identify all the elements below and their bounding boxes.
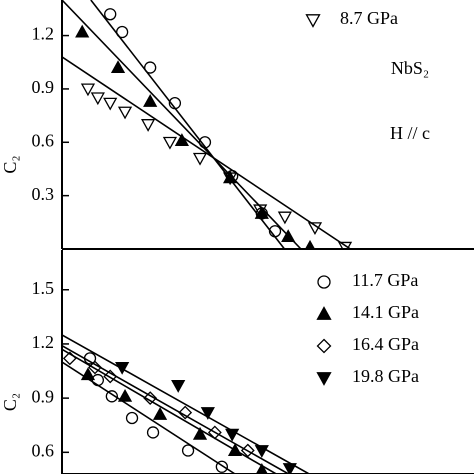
marker bbox=[200, 407, 215, 420]
marker bbox=[317, 275, 331, 289]
marker bbox=[316, 372, 332, 386]
marker bbox=[277, 211, 292, 225]
y-tick-label: 0.6 bbox=[32, 440, 55, 460]
legend-label: 14.1 GPa bbox=[352, 302, 419, 322]
marker bbox=[143, 94, 158, 107]
marker bbox=[316, 338, 332, 354]
y-tick-label: 0.9 bbox=[32, 386, 55, 406]
plot-area bbox=[62, 0, 353, 249]
marker bbox=[253, 204, 268, 218]
marker bbox=[144, 61, 157, 74]
marker bbox=[227, 443, 243, 456]
marker bbox=[307, 222, 323, 235]
fit-line bbox=[62, 361, 236, 474]
marker bbox=[90, 92, 105, 106]
fit-line bbox=[62, 348, 277, 474]
y-tick-label: 0.9 bbox=[32, 77, 55, 97]
marker bbox=[222, 172, 238, 186]
marker bbox=[255, 463, 268, 474]
marker bbox=[192, 152, 208, 166]
fit-line bbox=[62, 334, 310, 474]
marker bbox=[103, 369, 118, 384]
marker bbox=[282, 463, 297, 474]
marker bbox=[240, 443, 255, 458]
marker bbox=[268, 225, 282, 238]
annotation: NbS₂ bbox=[391, 58, 429, 78]
marker bbox=[110, 60, 126, 74]
fit-line bbox=[90, 0, 286, 249]
marker bbox=[181, 444, 195, 457]
marker bbox=[192, 426, 208, 440]
y-tick-label: 0.6 bbox=[32, 130, 55, 150]
marker bbox=[152, 407, 168, 420]
legend-label: 8.7 GPa bbox=[340, 8, 398, 28]
marker bbox=[104, 8, 117, 21]
marker bbox=[162, 136, 178, 150]
marker bbox=[62, 351, 77, 366]
marker bbox=[125, 411, 139, 425]
y-tick-label: 1.2 bbox=[32, 24, 55, 44]
fit-line bbox=[62, 345, 289, 474]
marker bbox=[174, 133, 189, 146]
marker bbox=[103, 97, 118, 111]
legend-label: 11.7 GPa bbox=[352, 270, 418, 290]
legend-label: 19.8 GPa bbox=[352, 366, 419, 386]
marker bbox=[141, 119, 156, 132]
marker bbox=[316, 306, 332, 320]
marker bbox=[115, 361, 130, 375]
y-axis-label: C₂ bbox=[0, 393, 20, 411]
marker bbox=[337, 241, 353, 249]
marker bbox=[116, 25, 129, 39]
marker bbox=[254, 445, 269, 458]
annotation: H // c bbox=[390, 123, 430, 143]
marker bbox=[178, 405, 193, 420]
marker bbox=[168, 97, 182, 110]
marker bbox=[88, 360, 102, 375]
marker bbox=[80, 83, 96, 97]
marker bbox=[304, 239, 316, 249]
marker bbox=[215, 460, 229, 473]
plot-area bbox=[62, 334, 310, 474]
marker bbox=[75, 24, 90, 38]
y-tick-label: 1.2 bbox=[32, 332, 55, 352]
marker bbox=[143, 391, 158, 406]
marker bbox=[80, 367, 96, 381]
marker bbox=[305, 14, 321, 28]
legend-label: 16.4 GPa bbox=[352, 334, 419, 354]
marker bbox=[281, 229, 296, 243]
fit-line bbox=[62, 0, 302, 249]
y-axis-label: C₂ bbox=[0, 155, 20, 173]
marker bbox=[171, 380, 186, 393]
marker bbox=[105, 390, 119, 403]
marker bbox=[225, 428, 240, 442]
marker bbox=[117, 106, 133, 120]
marker bbox=[117, 388, 133, 402]
y-tick-label: 1.5 bbox=[32, 278, 55, 298]
y-tick-label: 0.3 bbox=[32, 184, 55, 204]
marker bbox=[146, 426, 160, 439]
marker bbox=[207, 425, 222, 440]
